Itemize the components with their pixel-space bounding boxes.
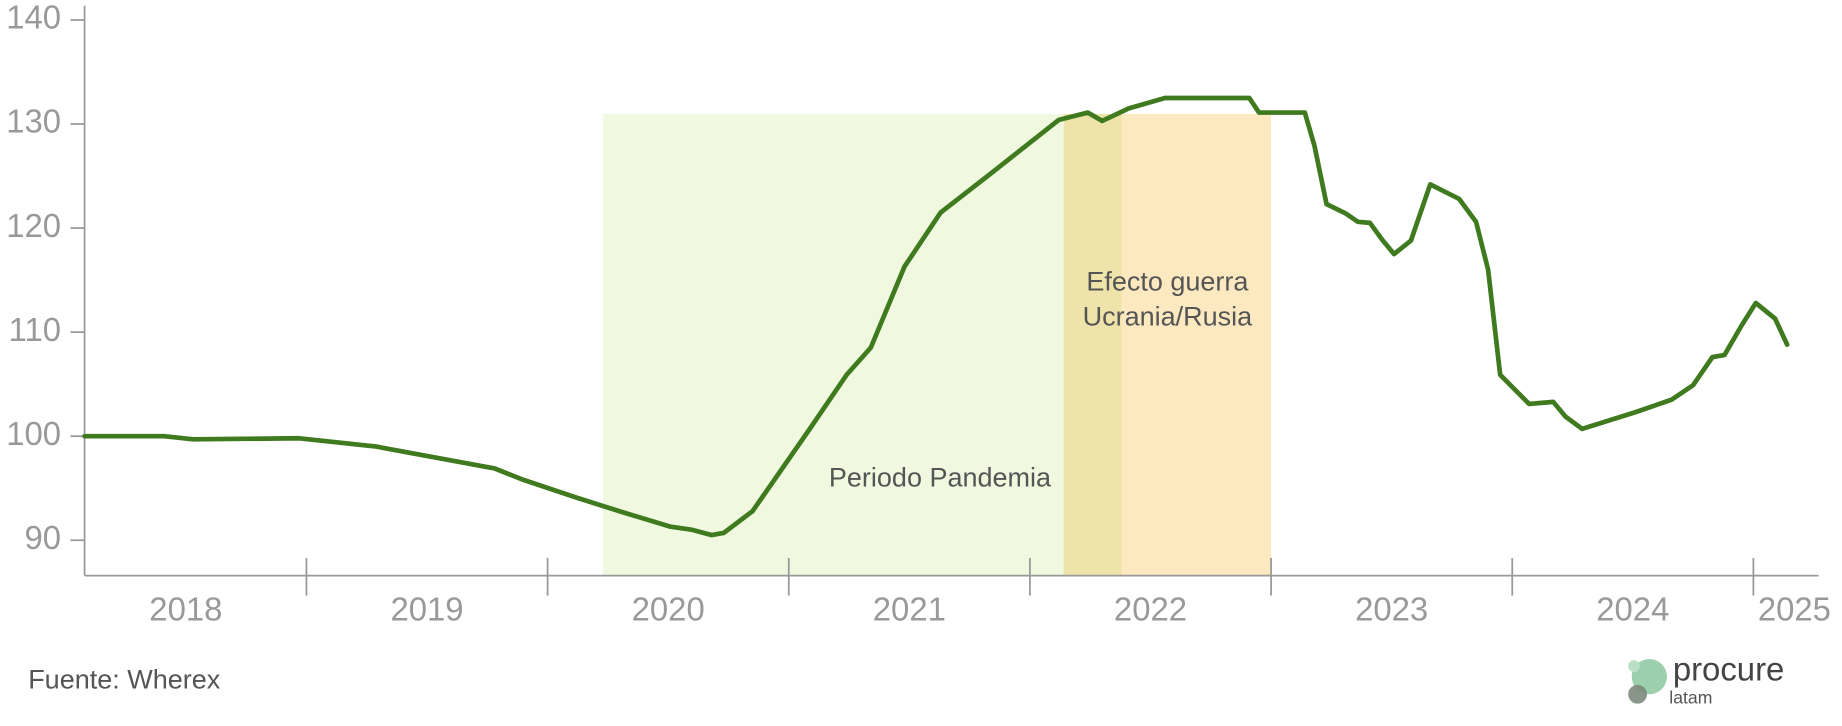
y-tick-label: 140 xyxy=(6,0,61,36)
x-tick-label: 2023 xyxy=(1355,591,1428,628)
region-label: Periodo Pandemia xyxy=(829,462,1052,492)
series-line xyxy=(82,95,1790,538)
logo-circle xyxy=(1628,684,1647,704)
y-tick-label: 100 xyxy=(6,415,61,452)
x-tick-label: 2019 xyxy=(390,591,463,628)
x-tick-label: 2024 xyxy=(1596,591,1669,628)
y-tick-label: 130 xyxy=(6,103,61,140)
region xyxy=(1063,113,1272,576)
region-label: Ucrania/Rusia xyxy=(1083,302,1254,332)
region xyxy=(603,113,1122,576)
y-tick-label: 110 xyxy=(9,311,61,348)
logo-name: procure xyxy=(1673,651,1784,688)
x-tick-label: 2022 xyxy=(1114,591,1187,628)
y-tick-label: 90 xyxy=(25,519,62,556)
plot: Periodo Pandemia Efecto guerra Ucrania/Rus… xyxy=(6,0,1831,628)
y-tick-label: 120 xyxy=(6,207,61,244)
logo-circle xyxy=(1628,660,1640,672)
x-tick-label: 2021 xyxy=(873,591,946,628)
x-tick-label: 2018 xyxy=(149,591,222,628)
x-tick-label: 2025 xyxy=(1758,591,1831,628)
logo: procure latam xyxy=(1628,651,1784,708)
region-label: Efecto guerra xyxy=(1086,266,1249,296)
logo-sub: latam xyxy=(1669,688,1712,708)
source: Fuente: Wherex xyxy=(28,664,221,694)
x-tick-label: 2020 xyxy=(632,591,705,628)
